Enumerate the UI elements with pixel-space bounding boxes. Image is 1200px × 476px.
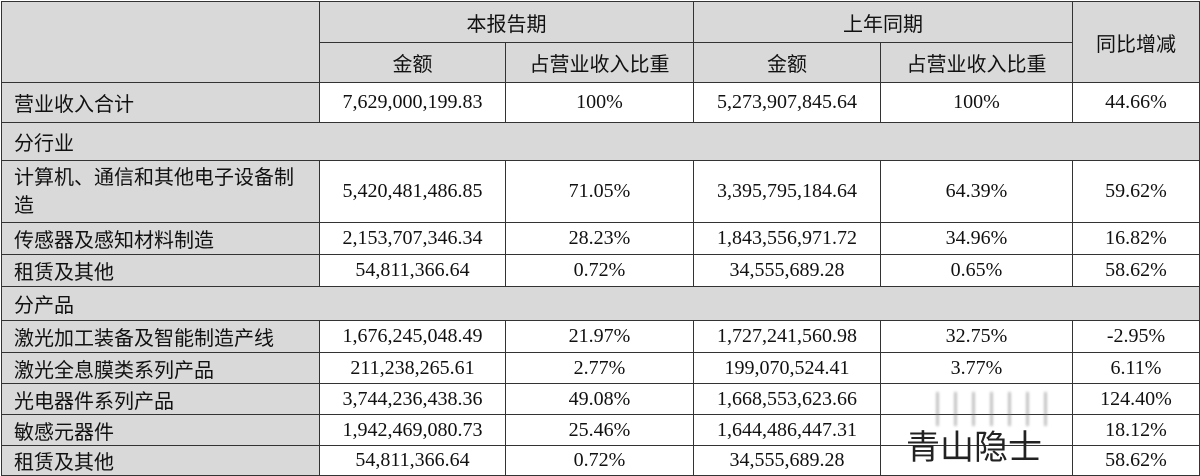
cur-share: 49.08%	[505, 383, 694, 415]
prev-amount: 3,395,795,184.64	[693, 160, 881, 223]
header-prev-share: 占营业收入比重	[880, 42, 1073, 83]
yoy-change: 124.40%	[1072, 383, 1200, 415]
prev-amount: 1,668,553,623.66	[693, 383, 881, 415]
cur-amount: 5,420,481,486.85	[319, 160, 506, 223]
row-label: 激光加工装备及智能制造产线	[1, 320, 320, 353]
prev-amount: 1,644,486,447.31	[693, 414, 881, 446]
cur-amount: 54,811,366.64	[319, 254, 506, 287]
yoy-change: 58.62%	[1072, 254, 1200, 287]
cur-share: 0.72%	[505, 254, 694, 287]
section-product: 分产品	[1, 286, 1200, 321]
cur-amount: 7,629,000,199.83	[319, 82, 506, 123]
prev-share: 64.39%	[880, 160, 1073, 223]
section-industry: 分行业	[1, 122, 1200, 161]
cur-amount: 211,238,265.61	[319, 352, 506, 384]
cur-share: 100%	[505, 82, 694, 123]
cur-amount: 3,744,236,438.36	[319, 383, 506, 415]
row-label: 光电器件系列产品	[1, 383, 320, 415]
prev-amount: 199,070,524.41	[693, 352, 881, 384]
watermark-text: 青山隐士	[906, 428, 1042, 468]
yoy-change: -2.95%	[1072, 320, 1200, 353]
cur-share: 25.46%	[505, 414, 694, 446]
yoy-change: 58.62%	[1072, 445, 1200, 476]
row-label: 敏感元器件	[1, 414, 320, 446]
prev-amount: 1,727,241,560.98	[693, 320, 881, 353]
prev-share: 32.75%	[880, 320, 1073, 353]
prev-share: 0.65%	[880, 254, 1073, 287]
table-row-total: 营业收入合计 7,629,000,199.83 100% 5,273,907,8…	[1, 82, 1200, 123]
header-blank	[1, 1, 320, 83]
row-label: 激光全息膜类系列产品	[1, 352, 320, 384]
cur-amount: 1,942,469,080.73	[319, 414, 506, 446]
header-prev-amount: 金额	[693, 42, 881, 83]
yoy-change: 59.62%	[1072, 160, 1200, 223]
row-label: 传感器及感知材料制造	[1, 222, 320, 255]
cur-share: 71.05%	[505, 160, 694, 223]
prev-amount: 1,843,556,971.72	[693, 222, 881, 255]
prev-amount: 34,555,689.28	[693, 445, 881, 476]
cur-share: 28.23%	[505, 222, 694, 255]
cur-amount: 2,153,707,346.34	[319, 222, 506, 255]
table-row: 计算机、通信和其他电子设备制造 5,420,481,486.85 71.05% 3,3…	[1, 160, 1200, 223]
prev-amount: 34,555,689.28	[693, 254, 881, 287]
cur-amount: 1,676,245,048.49	[319, 320, 506, 353]
row-label: 营业收入合计	[1, 82, 320, 123]
row-label: 租赁及其他	[1, 254, 320, 287]
row-label: 计算机、通信和其他电子设备制造	[1, 160, 320, 223]
table-row: 传感器及感知材料制造 2,153,707,346.34 28.23% 1,843,55…	[1, 222, 1200, 255]
row-label: 租赁及其他	[1, 445, 320, 476]
cur-share: 2.77%	[505, 352, 694, 384]
table-row: 租赁及其他 54,811,366.64 0.72% 34,555,689.28 0.65…	[1, 254, 1200, 287]
table-row: 光电器件系列产品 3,744,236,438.36 49.08% 1,668,553,…	[1, 383, 1200, 415]
watermark-bars	[930, 392, 1050, 426]
cur-amount: 54,811,366.64	[319, 445, 506, 476]
header-cur-share: 占营业收入比重	[505, 42, 694, 83]
prev-amount: 5,273,907,845.64	[693, 82, 881, 123]
cur-share: 0.72%	[505, 445, 694, 476]
yoy-change: 6.11%	[1072, 352, 1200, 384]
yoy-change: 16.82%	[1072, 222, 1200, 255]
header-prior-period: 上年同期	[693, 1, 1073, 43]
prev-share	[880, 445, 1073, 476]
table-row: 敏感元器件 1,942,469,080.73 25.46% 1,644,486,447…	[1, 414, 1200, 446]
yoy-change: 44.66%	[1072, 82, 1200, 123]
prev-share: 34.96%	[880, 222, 1073, 255]
prev-share: 100%	[880, 82, 1073, 123]
table-row: 激光加工装备及智能制造产线 1,676,245,048.49 21.97% 1,727…	[1, 320, 1200, 353]
table-row: 激光全息膜类系列产品 211,238,265.61 2.77% 199,070,524…	[1, 352, 1200, 384]
prev-share: 3.77%	[880, 352, 1073, 384]
table-row: 租赁及其他 54,811,366.64 0.72% 34,555,689.28 58.6…	[1, 445, 1200, 476]
header-current-period: 本报告期	[319, 1, 694, 43]
cur-share: 21.97%	[505, 320, 694, 353]
yoy-change: 18.12%	[1072, 414, 1200, 446]
header-yoy: 同比增减	[1072, 1, 1200, 83]
header-cur-amount: 金额	[319, 42, 506, 83]
prev-share	[880, 383, 1073, 415]
